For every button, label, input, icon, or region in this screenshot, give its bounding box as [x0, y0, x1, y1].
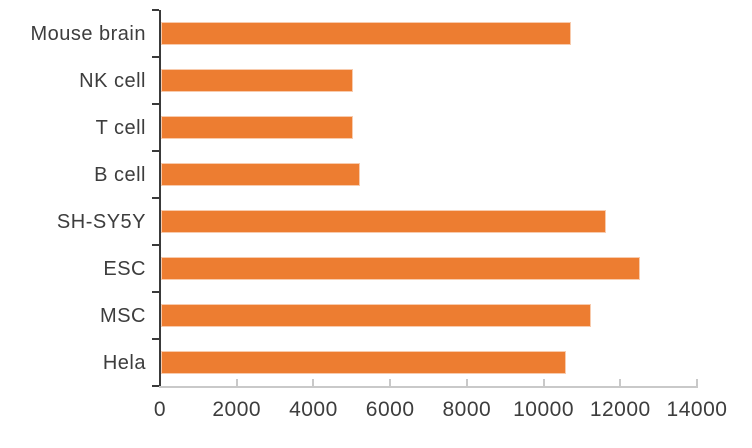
category-label: Hela: [102, 351, 146, 374]
bar: [161, 22, 572, 45]
y-axis-tick: [152, 244, 159, 246]
category-label: Mouse brain: [30, 22, 146, 45]
x-axis-tick: [619, 379, 622, 386]
x-axis-tick: [389, 379, 392, 386]
x-axis-tick: [465, 379, 468, 386]
x-axis-tick: [696, 379, 698, 386]
bar: [161, 351, 566, 374]
bar: [161, 69, 353, 92]
x-axis-tick: [312, 379, 315, 386]
y-axis-tick: [152, 291, 159, 293]
y-axis-tick: [152, 197, 159, 199]
x-tick-label: 8000: [442, 398, 492, 421]
x-tick-label: 10000: [513, 398, 575, 421]
category-label: ESC: [103, 257, 146, 280]
y-axis-tick: [152, 150, 159, 152]
category-label: MSC: [100, 304, 146, 327]
y-axis-tick: [152, 56, 159, 58]
x-axis-line: [159, 386, 698, 388]
category-label: SH-SY5Y: [56, 210, 146, 233]
x-tick-label: 0: [153, 398, 167, 421]
y-axis-tick: [152, 385, 159, 387]
x-axis-tick: [235, 379, 238, 386]
y-axis-tick: [152, 9, 159, 11]
y-axis-tick: [152, 338, 159, 340]
bar: [161, 210, 606, 233]
bar: [161, 257, 641, 280]
y-axis-line: [159, 10, 161, 388]
x-axis-tick: [542, 379, 545, 386]
x-tick-label: 4000: [289, 398, 338, 421]
bar: [161, 163, 361, 186]
y-axis-tick: [152, 103, 159, 105]
x-tick-label: 14000: [666, 398, 728, 421]
category-label: B cell: [94, 163, 146, 186]
x-tick-label: 2000: [212, 398, 262, 421]
x-tick-label: 6000: [365, 398, 415, 421]
bar: [161, 116, 353, 139]
category-label: T cell: [95, 116, 146, 139]
bar: [161, 304, 591, 327]
x-tick-label: 12000: [589, 398, 651, 421]
category-label: NK cell: [79, 69, 146, 92]
